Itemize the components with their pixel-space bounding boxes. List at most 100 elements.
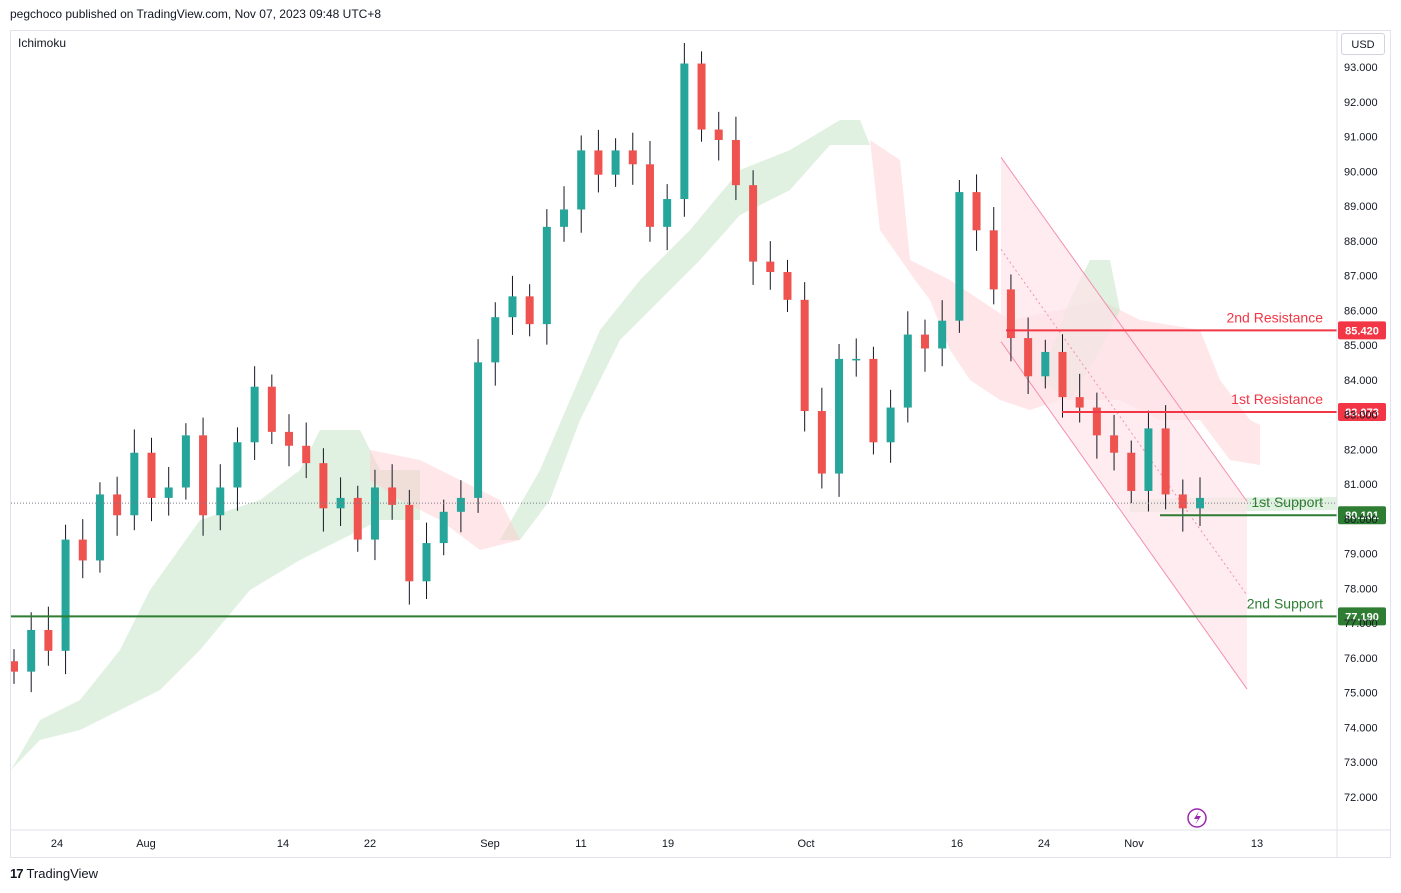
candle — [405, 489, 414, 605]
y-tick-label: 90.000 — [1344, 166, 1378, 178]
candle — [594, 129, 603, 193]
price-axis-ticks: 93.000 92.000 91.000 90.000 89.000 88.000 87.0… — [1344, 62, 1378, 804]
lightning-icon[interactable] — [1187, 808, 1207, 828]
candle — [1006, 274, 1015, 362]
candle — [422, 522, 431, 600]
candle — [852, 338, 861, 377]
candle — [783, 259, 792, 312]
x-tick-label: 24 — [51, 838, 63, 850]
candle — [886, 389, 895, 463]
candle — [336, 477, 345, 527]
price-tag-value: 77.190 — [1345, 611, 1379, 623]
y-tick-label: 80.000 — [1344, 514, 1378, 526]
candle — [577, 135, 586, 233]
level-label: 2nd Support — [1247, 595, 1323, 611]
candle — [147, 437, 156, 522]
candle — [1144, 410, 1153, 512]
descending-channel — [1000, 157, 1248, 690]
candle — [972, 174, 981, 251]
chart-frame[interactable] — [10, 30, 1391, 858]
y-tick-label: 78.000 — [1344, 583, 1378, 595]
candle — [250, 366, 259, 461]
publisher-line: pegchoco published on TradingView.com, N… — [10, 7, 382, 21]
x-tick-label: Nov — [1124, 838, 1144, 850]
x-tick-label: 16 — [951, 838, 963, 850]
candle — [233, 427, 242, 511]
candle — [1041, 339, 1050, 389]
candle — [78, 519, 87, 579]
candle — [1058, 334, 1067, 418]
x-tick-label: 14 — [277, 838, 289, 850]
candle — [285, 414, 294, 467]
candle — [508, 275, 517, 335]
level-label: 1st Resistance — [1231, 391, 1323, 407]
level-1st-support: 1st Support 80.101 — [1160, 494, 1386, 525]
candle — [164, 466, 173, 516]
candle — [267, 374, 276, 445]
candle — [611, 138, 620, 187]
candle — [835, 343, 844, 497]
y-tick-label: 72.000 — [1344, 792, 1378, 804]
x-tick-label: Sep — [480, 838, 500, 850]
level-label: 2nd Resistance — [1226, 309, 1323, 325]
currency-button[interactable]: USD — [1341, 33, 1385, 55]
price-tag — [1338, 321, 1386, 340]
price-tag — [1338, 402, 1386, 421]
indicator-label[interactable]: Ichimoku — [18, 36, 67, 50]
x-tick-label: 13 — [1251, 838, 1263, 850]
candle — [663, 184, 672, 251]
cloud-red-band — [370, 450, 520, 550]
level-2nd-support: 2nd Support 77.190 — [11, 595, 1386, 626]
x-tick-label: 24 — [1038, 838, 1050, 850]
y-tick-label: 73.000 — [1344, 757, 1378, 769]
candle — [1178, 479, 1187, 532]
candle — [1110, 414, 1119, 471]
price-tag-value: 83.073 — [1345, 407, 1379, 419]
channel-lower-line — [1000, 341, 1248, 690]
candle — [370, 469, 379, 561]
x-tick-label: 11 — [575, 838, 586, 850]
candle — [680, 43, 689, 217]
candle — [645, 141, 654, 242]
candle — [216, 464, 225, 531]
candle — [113, 476, 122, 536]
price-tag-value: 85.420 — [1345, 325, 1379, 337]
price-tag — [1338, 607, 1386, 626]
candle — [1161, 405, 1170, 510]
x-tick-label: Aug — [136, 838, 156, 850]
candle — [628, 132, 637, 185]
x-tick-label: 22 — [364, 838, 376, 850]
x-tick-label: Oct — [797, 838, 814, 850]
y-tick-label: 91.000 — [1344, 132, 1378, 144]
y-tick-label: 76.000 — [1344, 653, 1378, 665]
candle — [302, 422, 311, 479]
candle — [11, 649, 18, 684]
candle — [731, 116, 740, 201]
candle — [27, 612, 36, 693]
axes — [11, 31, 1390, 857]
candle — [697, 51, 706, 142]
y-tick-label: 88.000 — [1344, 236, 1378, 248]
candle — [955, 179, 964, 333]
candle — [181, 423, 190, 500]
y-tick-label: 93.000 — [1344, 62, 1378, 74]
y-tick-label: 77.000 — [1344, 618, 1378, 630]
y-tick-label: 75.000 — [1344, 688, 1378, 700]
footer-brand: 17 TradingView — [10, 866, 98, 881]
candle — [319, 448, 328, 532]
candle — [456, 480, 465, 533]
candle — [439, 499, 448, 556]
channel-mid-line — [1000, 249, 1248, 596]
brand-name: TradingView — [26, 866, 99, 881]
level-2nd-resistance: 2nd Resistance 85.420 — [1006, 309, 1386, 340]
candle — [714, 111, 723, 161]
candle — [817, 387, 826, 489]
candle — [1092, 392, 1101, 459]
candle — [1075, 373, 1084, 423]
candle — [920, 319, 929, 372]
candle — [560, 186, 569, 242]
candle — [938, 300, 947, 367]
candle — [869, 346, 878, 455]
price-tag-value: 80.101 — [1345, 510, 1379, 522]
